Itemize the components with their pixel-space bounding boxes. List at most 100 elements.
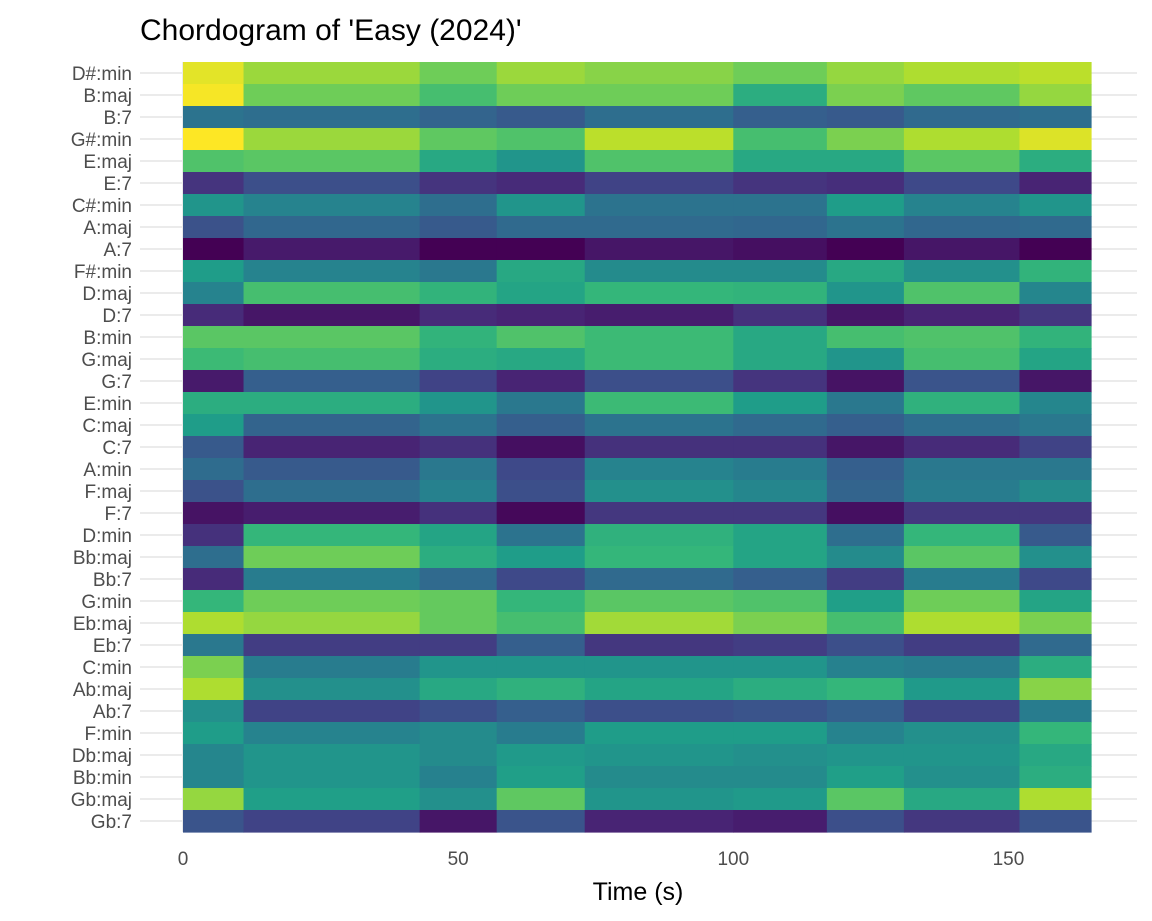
heatmap-cell [584,260,734,283]
heatmap-cell [243,150,421,173]
heatmap-cell [826,392,905,415]
heatmap-cell [903,590,1021,613]
heatmap-cell [496,700,586,723]
heatmap-cell [496,546,586,569]
heatmap-cell [496,238,586,261]
heatmap-cell [419,304,498,327]
heatmap-cell [826,348,905,371]
heatmap-cell [183,436,245,459]
heatmap-cell [419,700,498,723]
heatmap-cell [183,458,245,481]
heatmap-cell [243,392,421,415]
heatmap-cell [419,128,498,151]
heatmap-cell [183,414,245,437]
heatmap-cell [733,590,828,613]
heatmap-cell [243,348,421,371]
heatmap-cell [243,524,421,547]
heatmap-cell [496,370,586,393]
heatmap-cell [419,84,498,107]
heatmap-cell [419,722,498,745]
heatmap-cell [496,326,586,349]
heatmap-cell [419,634,498,657]
heatmap-cell [243,722,421,745]
heatmap-cell [1019,480,1092,503]
heatmap-cell [419,106,498,129]
heatmap-cell [243,788,421,811]
heatmap-cell [733,788,828,811]
heatmap-cell [1019,370,1092,393]
y-tick-label: F:min [85,724,133,745]
heatmap-cell [826,370,905,393]
heatmap-cell [826,238,905,261]
heatmap-cell [419,238,498,261]
heatmap-cell [733,524,828,547]
y-tick-label: B:maj [83,86,132,107]
y-tick-label: Bb:maj [73,548,132,569]
heatmap-cell [1019,744,1092,767]
heatmap-cell [733,348,828,371]
heatmap-cell [496,568,586,591]
heatmap-cell [243,326,421,349]
heatmap-cell [584,590,734,613]
heatmap-cells [183,62,1092,833]
heatmap-cell [419,568,498,591]
y-tick-label: F:maj [85,482,133,503]
heatmap-cell [903,216,1021,239]
heatmap-cell [1019,172,1092,195]
heatmap-cell [419,436,498,459]
heatmap-cell [496,722,586,745]
heatmap-cell [903,62,1021,85]
heatmap-cell [419,392,498,415]
heatmap-cell [496,84,586,107]
heatmap-cell [183,656,245,679]
heatmap-cell [584,150,734,173]
heatmap-cell [733,722,828,745]
heatmap-cell [826,788,905,811]
heatmap-cell [903,722,1021,745]
heatmap-cell [243,370,421,393]
heatmap-cell [903,304,1021,327]
heatmap-cell [584,282,734,305]
heatmap-cell [584,700,734,723]
heatmap-cell [584,656,734,679]
heatmap-cell [183,238,245,261]
heatmap-cell [584,62,734,85]
heatmap-cell [1019,194,1092,217]
heatmap-cell [496,810,586,833]
heatmap-cell [826,612,905,635]
heatmap-cell [1019,260,1092,283]
heatmap-cell [733,238,828,261]
heatmap-cell [243,414,421,437]
heatmap-cell [733,84,828,107]
heatmap-cell [903,260,1021,283]
heatmap-cell [903,502,1021,525]
heatmap-cell [243,84,421,107]
heatmap-cell [733,568,828,591]
heatmap-cell [496,62,586,85]
y-tick-label: F:7 [105,504,132,525]
y-tick-label: E:7 [103,174,132,195]
heatmap-cell [1019,150,1092,173]
heatmap-cell [903,326,1021,349]
heatmap-cell [826,62,905,85]
heatmap-cell [826,216,905,239]
heatmap-cell [733,744,828,767]
heatmap-cell [419,150,498,173]
heatmap-cell [496,348,586,371]
heatmap-cell [183,678,245,701]
heatmap-cell [584,84,734,107]
heatmap-cell [243,766,421,789]
heatmap-cell [903,370,1021,393]
y-tick-label: D:min [82,526,132,547]
heatmap-cell [826,194,905,217]
heatmap-cell [733,502,828,525]
y-tick-label: G#:min [71,130,132,151]
y-tick-label: G:maj [81,350,132,371]
heatmap-cell [1019,84,1092,107]
heatmap-cell [584,370,734,393]
heatmap-cell [183,766,245,789]
heatmap-cell [903,436,1021,459]
y-tick-label: C#:min [72,196,132,217]
heatmap-cell [243,502,421,525]
